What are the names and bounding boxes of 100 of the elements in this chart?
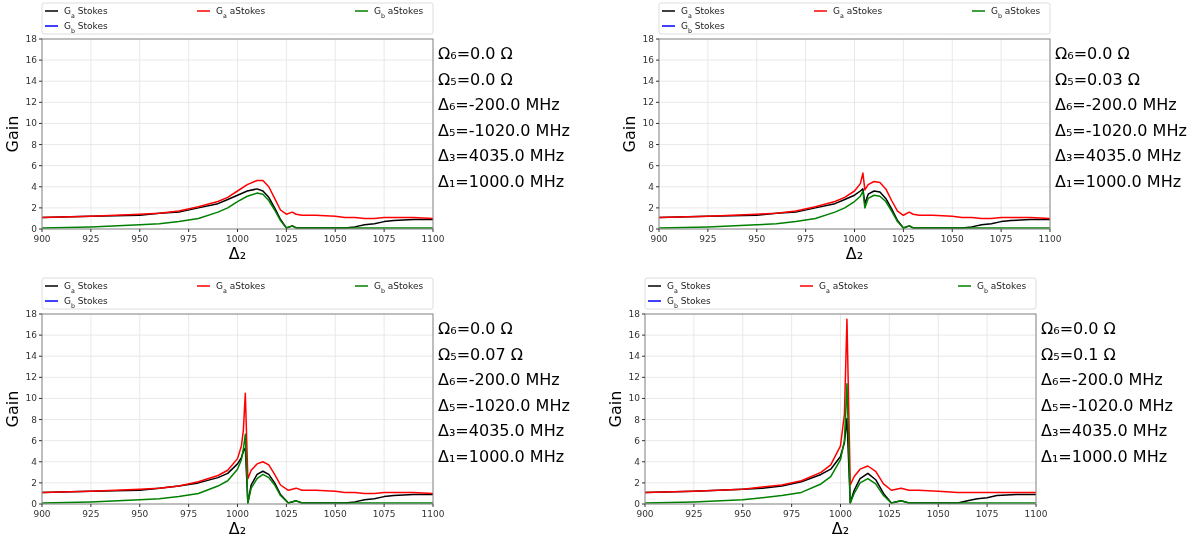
- x-tick-label: 975: [180, 234, 198, 244]
- y-tick-label: 18: [642, 34, 655, 44]
- legend-label: G$_{b}$ Stokes: [667, 296, 712, 309]
- text: Δ₆=-200.0 MHz: [438, 370, 560, 389]
- text: Δ₃=4035.0 MHz: [438, 146, 565, 165]
- x-tick-label: 925: [82, 509, 100, 519]
- y-tick-label: 6: [634, 435, 641, 446]
- text: Ω₆=0.0 Ω: [1055, 44, 1130, 63]
- x-tick-label: 1050: [323, 234, 347, 244]
- x-tick-label: 1050: [926, 509, 950, 519]
- text: Ω₅=0.1 Ω: [1041, 344, 1116, 364]
- y-tick-label: 18: [25, 34, 38, 44]
- y-tick-label: 8: [31, 139, 38, 150]
- y-tick-label: 10: [642, 118, 655, 129]
- y-tick-label: 12: [25, 97, 37, 108]
- legend-label: G$_{b}$ aStokes: [991, 6, 1041, 19]
- x-axis-title: Δ₂: [228, 244, 247, 263]
- y-tick-label: 12: [642, 97, 654, 108]
- x-tick-label: 1000: [226, 509, 250, 519]
- x-tick-label: 900: [650, 234, 668, 244]
- y-tick-label: 12: [628, 372, 640, 383]
- y-tick-label: 4: [31, 181, 38, 192]
- line-series: [659, 172, 1050, 220]
- y-tick-label: 2: [31, 477, 37, 488]
- x-tick-label: 1000: [843, 234, 867, 244]
- legend-label: G$_{a}$ Stokes: [667, 281, 711, 294]
- legend-label: G$_{b}$ Stokes: [64, 296, 109, 309]
- x-tick-label: 975: [180, 509, 198, 519]
- x-tick-label: 1100: [1024, 509, 1048, 519]
- line-series: [645, 318, 1036, 494]
- x-axis-title: Δ₂: [845, 244, 864, 263]
- x-tick-label: 950: [734, 509, 752, 519]
- y-tick-label: 2: [31, 202, 37, 213]
- x-tick-label: 975: [783, 509, 801, 519]
- legend-label: G$_{a}$ aStokes: [216, 6, 266, 19]
- y-tick-label: 4: [31, 456, 38, 467]
- y-tick-label: 0: [634, 499, 641, 509]
- legend-label: G$_{b}$ aStokes: [374, 6, 424, 19]
- y-tick-label: 16: [25, 330, 38, 341]
- y-tick-label: 8: [634, 414, 641, 425]
- y-tick-label: 2: [648, 202, 654, 213]
- text: Ω₆=0.0 Ω: [438, 319, 513, 338]
- text: Δ₆=-200.0 MHz: [1055, 95, 1177, 114]
- text: Δ₁=1000.0 MHz: [438, 446, 565, 466]
- legend-label: G$_{a}$ Stokes: [64, 281, 108, 294]
- x-axis-title: Δ₂: [228, 519, 247, 538]
- x-tick-label: 925: [82, 234, 100, 244]
- y-tick-label: 8: [648, 139, 655, 150]
- y-axis-title: Gain: [620, 115, 639, 153]
- y-tick-label: 16: [628, 330, 641, 341]
- x-axis-title: Δ₂: [831, 519, 850, 538]
- text: Δ₃=4035.0 MHz: [438, 421, 565, 440]
- y-tick-label: 18: [25, 309, 38, 319]
- y-tick-label: 12: [25, 372, 37, 383]
- x-tick-label: 1100: [421, 234, 445, 244]
- y-tick-label: 16: [642, 55, 655, 66]
- y-tick-label: 10: [628, 393, 641, 404]
- text: Ω₅=0.07 Ω: [438, 344, 523, 364]
- y-tick-label: 14: [25, 76, 38, 87]
- text: Ω₆=0.0 Ω: [438, 44, 513, 63]
- y-tick-label: 14: [25, 351, 38, 362]
- x-tick-label: 1025: [877, 509, 901, 519]
- y-tick-label: 8: [31, 414, 38, 425]
- legend-label: G$_{b}$ aStokes: [977, 281, 1027, 294]
- y-tick-label: 6: [31, 435, 38, 446]
- y-tick-label: 10: [25, 118, 38, 129]
- y-tick-label: 14: [642, 76, 655, 87]
- x-tick-label: 1000: [829, 509, 853, 519]
- x-tick-label: 900: [636, 509, 654, 519]
- x-tick-label: 1050: [940, 234, 964, 244]
- legend-label: G$_{b}$ Stokes: [64, 21, 109, 34]
- x-tick-label: 1000: [226, 234, 250, 244]
- y-tick-label: 0: [31, 499, 38, 509]
- text: Δ₅=-1020.0 MHz: [438, 395, 570, 415]
- y-tick-label: 18: [628, 309, 641, 319]
- y-tick-label: 4: [634, 456, 641, 467]
- x-tick-label: 1075: [989, 234, 1013, 244]
- text: Ω₅=0.0 Ω: [438, 69, 513, 89]
- x-tick-label: 1075: [372, 509, 396, 519]
- y-axis-title: Gain: [606, 390, 625, 428]
- legend-label: G$_{a}$ Stokes: [64, 6, 108, 19]
- legend-label: G$_{b}$ aStokes: [374, 281, 424, 294]
- x-tick-label: 1100: [1038, 234, 1062, 244]
- x-tick-label: 1025: [891, 234, 915, 244]
- text: Δ₆=-200.0 MHz: [438, 95, 560, 114]
- y-axis-title: Gain: [3, 115, 22, 153]
- text: Ω₆=0.0 Ω: [1041, 319, 1116, 338]
- line-series: [42, 392, 433, 495]
- y-tick-label: 2: [634, 477, 640, 488]
- text: Δ₁=1000.0 MHz: [1055, 171, 1182, 191]
- text: Δ₅=-1020.0 MHz: [1055, 120, 1187, 140]
- y-tick-label: 0: [648, 224, 655, 234]
- x-tick-label: 1025: [274, 234, 298, 244]
- y-tick-label: 6: [31, 160, 38, 171]
- y-tick-label: 6: [648, 160, 655, 171]
- text: Ω₅=0.03 Ω: [1055, 69, 1140, 89]
- x-tick-label: 1025: [274, 509, 298, 519]
- x-tick-label: 1100: [421, 509, 445, 519]
- text: Δ₅=-1020.0 MHz: [438, 120, 570, 140]
- legend-label: G$_{a}$ aStokes: [833, 6, 883, 19]
